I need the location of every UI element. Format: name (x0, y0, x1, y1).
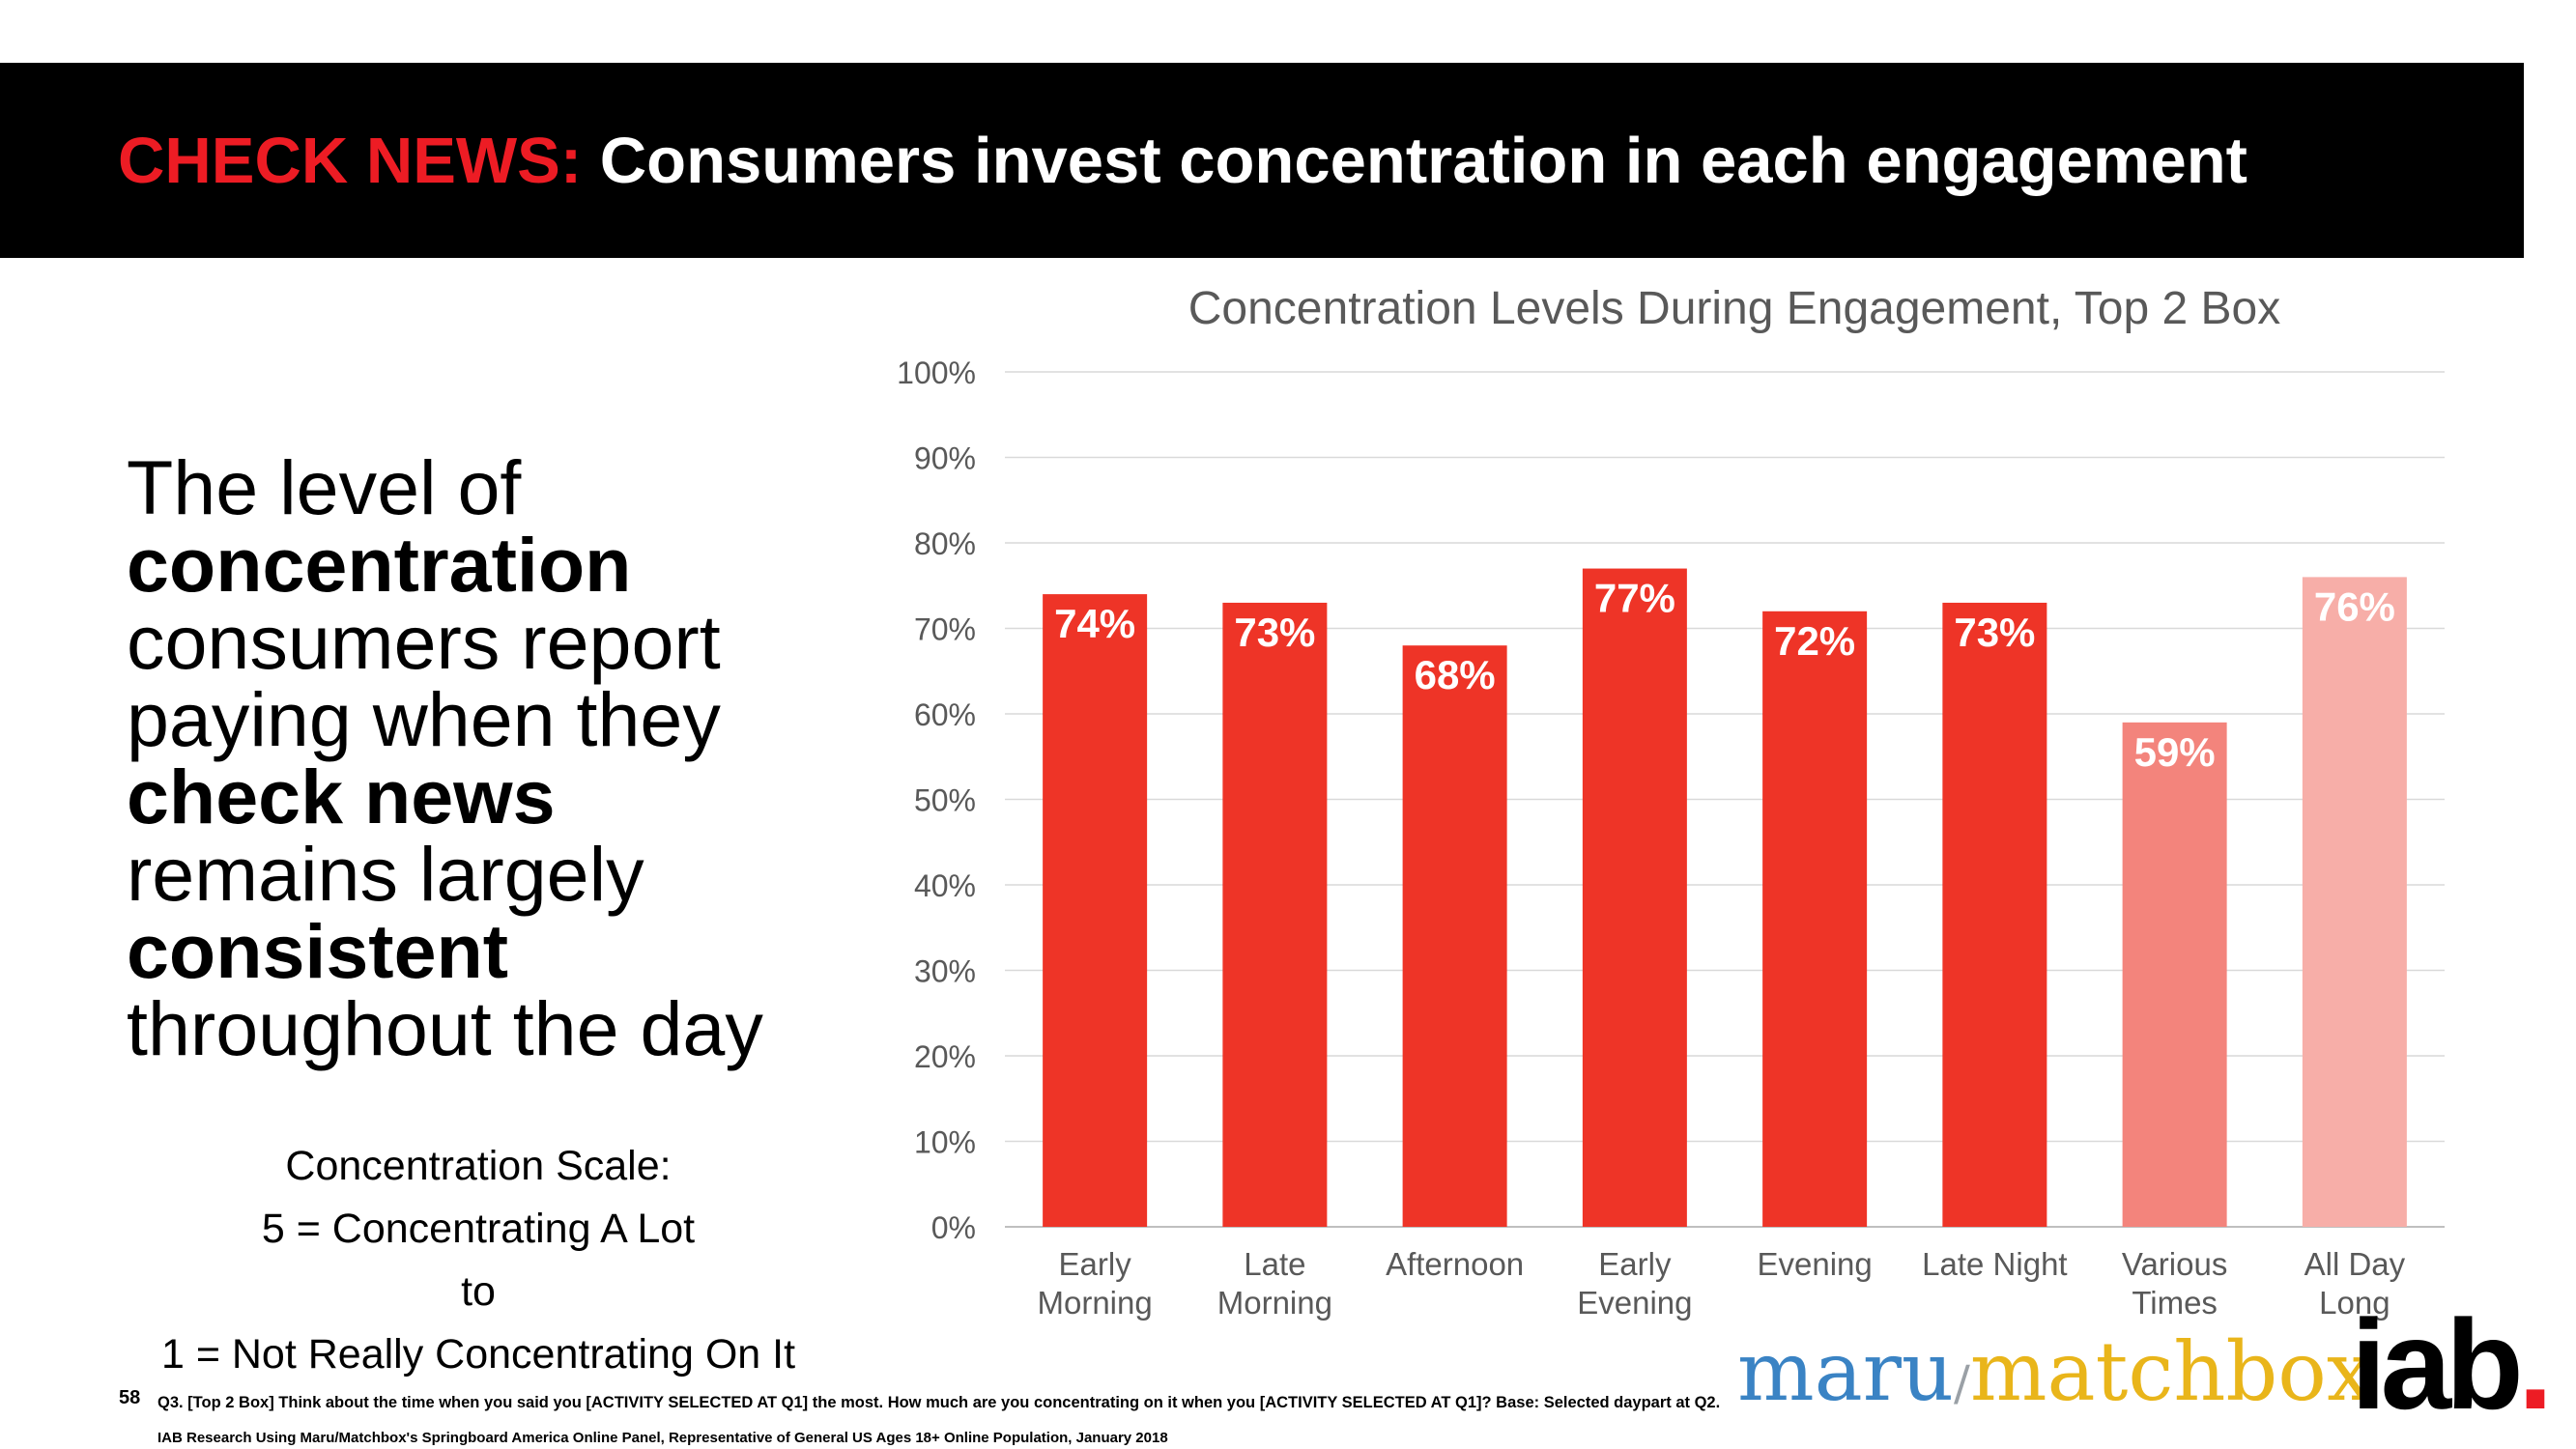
y-tick-label: 40% (914, 868, 976, 903)
body-line: paying when they (127, 676, 721, 762)
chart-title: Concentration Levels During Engagement, … (1188, 283, 2280, 334)
body-line: The level of (127, 444, 522, 530)
data-label: 76% (2314, 583, 2395, 629)
footnote-source: IAB Research Using Maru/Matchbox's Sprin… (157, 1430, 1168, 1446)
scale-line: 1 = Not Really Concentrating On It (160, 1331, 796, 1378)
concentration-scale: Concentration Scale: 5 = Concentrating A… (126, 1135, 831, 1386)
scale-line: 5 = Concentrating A Lot (261, 1206, 696, 1252)
bar (1402, 645, 1507, 1227)
body-line: remains largely (127, 831, 644, 917)
title-text: Consumers invest concentration in each e… (599, 125, 2247, 197)
bar (1942, 602, 2047, 1227)
body-line-bold: consistent (127, 908, 509, 994)
maru-logo-sep: / (1954, 1355, 1970, 1411)
x-tick-label: Long (2319, 1285, 2390, 1321)
y-tick-label: 100% (897, 355, 976, 390)
scale-line: to (461, 1268, 496, 1315)
y-tick-label: 90% (914, 441, 976, 476)
x-tick-label: Various (2122, 1246, 2227, 1282)
y-tick-label: 70% (914, 612, 976, 647)
x-tick-label: Early (1598, 1246, 1672, 1282)
x-tick-label: All Day (2304, 1246, 2406, 1282)
bar (1762, 611, 1868, 1227)
maru-matchbox-logo: maru/matchbox (1737, 1323, 2372, 1432)
x-tick-label: Late Night (1922, 1246, 2067, 1282)
bar (2302, 577, 2407, 1227)
y-tick-label: 10% (914, 1125, 976, 1160)
x-tick-label: Evening (1577, 1285, 1692, 1321)
x-tick-label: Evening (1757, 1246, 1872, 1282)
iab-logo-text: iab (2351, 1293, 2524, 1435)
title-prefix: CHECK NEWS: (118, 125, 583, 197)
data-label: 72% (1774, 618, 1855, 664)
bar (1043, 594, 1148, 1227)
bar (1222, 602, 1328, 1227)
data-label: 73% (1234, 610, 1315, 655)
x-tick-label: Afternoon (1386, 1246, 1524, 1282)
data-label: 77% (1594, 576, 1675, 621)
slide-number: 58 (119, 1387, 141, 1408)
data-label: 68% (1415, 652, 1496, 697)
body-line: throughout the day (127, 985, 763, 1071)
iab-logo-dot: . (2517, 1293, 2554, 1435)
matchbox-logo-text: matchbox (1969, 1324, 2373, 1419)
bar (2122, 722, 2227, 1227)
footnote-question: Q3. [Top 2 Box] Think about the time whe… (157, 1394, 1721, 1411)
x-tick-label: Morning (1217, 1285, 1332, 1321)
data-label: 59% (2134, 729, 2216, 775)
header-bar (0, 63, 2524, 258)
x-tick-label: Morning (1038, 1285, 1153, 1321)
y-tick-label: 0% (931, 1210, 976, 1245)
maru-logo-text: maru (1737, 1324, 1954, 1419)
y-tick-label: 80% (914, 526, 976, 561)
slide-title: CHECK NEWS: Consumers invest concentrati… (118, 124, 2247, 199)
body-line-bold: concentration (127, 522, 632, 608)
scale-line: Concentration Scale: (285, 1143, 672, 1189)
y-tick-label: 60% (914, 697, 976, 732)
body-line: consumers report (127, 599, 721, 685)
body-line-bold: check news (127, 753, 556, 839)
data-label: 74% (1054, 601, 1135, 646)
x-tick-label: Late (1244, 1246, 1305, 1282)
x-tick-label: Times (2132, 1285, 2218, 1321)
x-tick-label: Early (1059, 1246, 1132, 1282)
bar (1582, 568, 1687, 1227)
body-text: The level of concentration consumers rep… (127, 449, 822, 1067)
y-tick-label: 20% (914, 1039, 976, 1074)
y-tick-label: 30% (914, 954, 976, 989)
y-tick-label: 50% (914, 783, 976, 818)
data-label: 73% (1954, 610, 2035, 655)
iab-logo: iab. (2351, 1293, 2554, 1437)
